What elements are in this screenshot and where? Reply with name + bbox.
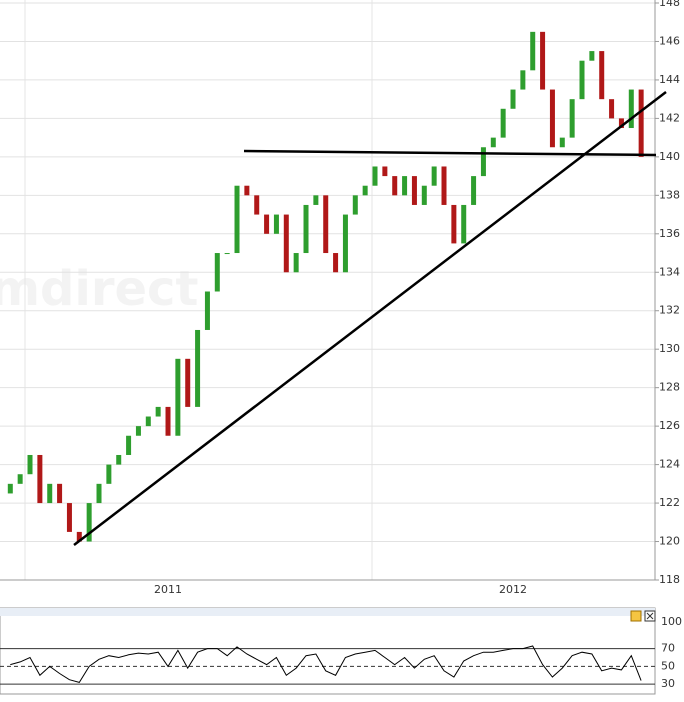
resistance-line	[243, 149, 657, 157]
candle-body	[451, 204, 457, 244]
candle-body	[421, 185, 427, 205]
candle-body	[638, 89, 644, 157]
x-tick-label: 2011	[154, 583, 182, 596]
candle-body	[27, 454, 33, 475]
candle-body	[185, 358, 191, 407]
candle-body	[530, 31, 536, 71]
candle-body	[145, 416, 151, 427]
candle-body	[549, 89, 555, 148]
y-tick-label: 100	[661, 615, 682, 628]
candle-body	[559, 137, 565, 148]
candle-body	[500, 108, 506, 138]
candle-body	[293, 253, 299, 273]
y-tick-label: 128	[659, 381, 680, 394]
candle-body	[273, 214, 279, 234]
candle-body	[372, 166, 378, 186]
candle-body	[352, 195, 358, 215]
candle-body	[135, 426, 141, 436]
candle-body	[599, 51, 605, 100]
rsi-header	[0, 608, 655, 616]
candle-body	[618, 118, 624, 129]
y-tick-label: 118	[659, 573, 680, 586]
candle-body	[402, 176, 408, 196]
watermark: mdirect	[0, 261, 198, 317]
y-tick-label: 126	[659, 419, 680, 432]
candle-body	[175, 358, 181, 436]
y-tick-label: 130	[659, 342, 680, 355]
y-tick-label: 124	[659, 458, 680, 471]
candle-body	[569, 99, 575, 138]
rsi-panel-content: 30 50 70 100	[0, 615, 682, 690]
candle-body	[17, 474, 23, 484]
y-tick-label: 144	[659, 73, 680, 86]
candle-body	[333, 253, 339, 273]
candle-body	[540, 31, 546, 90]
y-tick-label: 138	[659, 188, 680, 201]
candle-body	[224, 253, 230, 255]
candle-body	[461, 204, 467, 244]
candle-body	[471, 176, 477, 205]
candle-body	[57, 483, 63, 504]
close-glyph	[646, 612, 654, 620]
rsi-line	[10, 645, 642, 683]
candle-body	[116, 454, 122, 465]
candle-body	[411, 176, 417, 205]
candle-body	[37, 454, 43, 504]
candle-body	[165, 406, 171, 436]
y-tick-label: 122	[659, 496, 680, 509]
candle-body	[628, 89, 634, 129]
settings-icon[interactable]	[630, 610, 642, 622]
candle-body	[155, 406, 161, 417]
y-tick-label: 50	[661, 659, 675, 672]
y-tick-label: 30	[661, 677, 675, 690]
y-tick-label: 132	[659, 304, 680, 317]
candle-body	[323, 195, 329, 254]
candle-body	[214, 253, 220, 292]
candle-body	[96, 483, 102, 504]
candle-body	[66, 503, 72, 532]
candle-body	[609, 99, 615, 119]
candle-body	[490, 137, 496, 148]
rsi-panel	[0, 607, 656, 695]
candle-body	[76, 531, 82, 542]
y-tick-label: 120	[659, 535, 680, 548]
y-tick-label: 148	[659, 0, 680, 9]
y-tick-label: 134	[659, 265, 680, 278]
candle-body	[86, 503, 92, 542]
candle-body	[441, 166, 447, 205]
candle-body	[342, 214, 348, 273]
candle-body	[195, 329, 201, 407]
y-tick-label: 136	[659, 227, 680, 240]
y-tick-label: 70	[661, 642, 675, 655]
price-panel: 118 120 122 124 126 128 130 132 134 136 138 140 142 1…	[0, 0, 680, 596]
candle-body	[7, 483, 13, 494]
candle-body	[392, 176, 398, 196]
candle-body	[204, 291, 210, 330]
candle-body	[520, 70, 526, 90]
y-tick-label: 146	[659, 34, 680, 47]
candle-body	[283, 214, 289, 273]
y-tick-label: 140	[659, 150, 680, 163]
candle-body	[244, 185, 250, 196]
candle-body	[303, 204, 309, 254]
candle-body	[106, 464, 112, 484]
candle-body	[382, 166, 388, 177]
candle-body	[480, 147, 486, 177]
trend-line	[73, 91, 667, 546]
y-tick-label: 142	[659, 111, 680, 124]
candle-body	[313, 195, 319, 205]
candle-body	[234, 185, 240, 254]
candle-body	[47, 483, 53, 504]
candle-body	[254, 195, 260, 215]
candle-body	[579, 60, 585, 100]
x-tick-label: 2012	[499, 583, 527, 596]
candle-body	[589, 51, 595, 61]
candle-body	[510, 89, 516, 109]
candle-body	[126, 435, 132, 455]
candle-body	[264, 214, 270, 234]
candle-body	[431, 166, 437, 186]
candle-body	[362, 185, 368, 196]
